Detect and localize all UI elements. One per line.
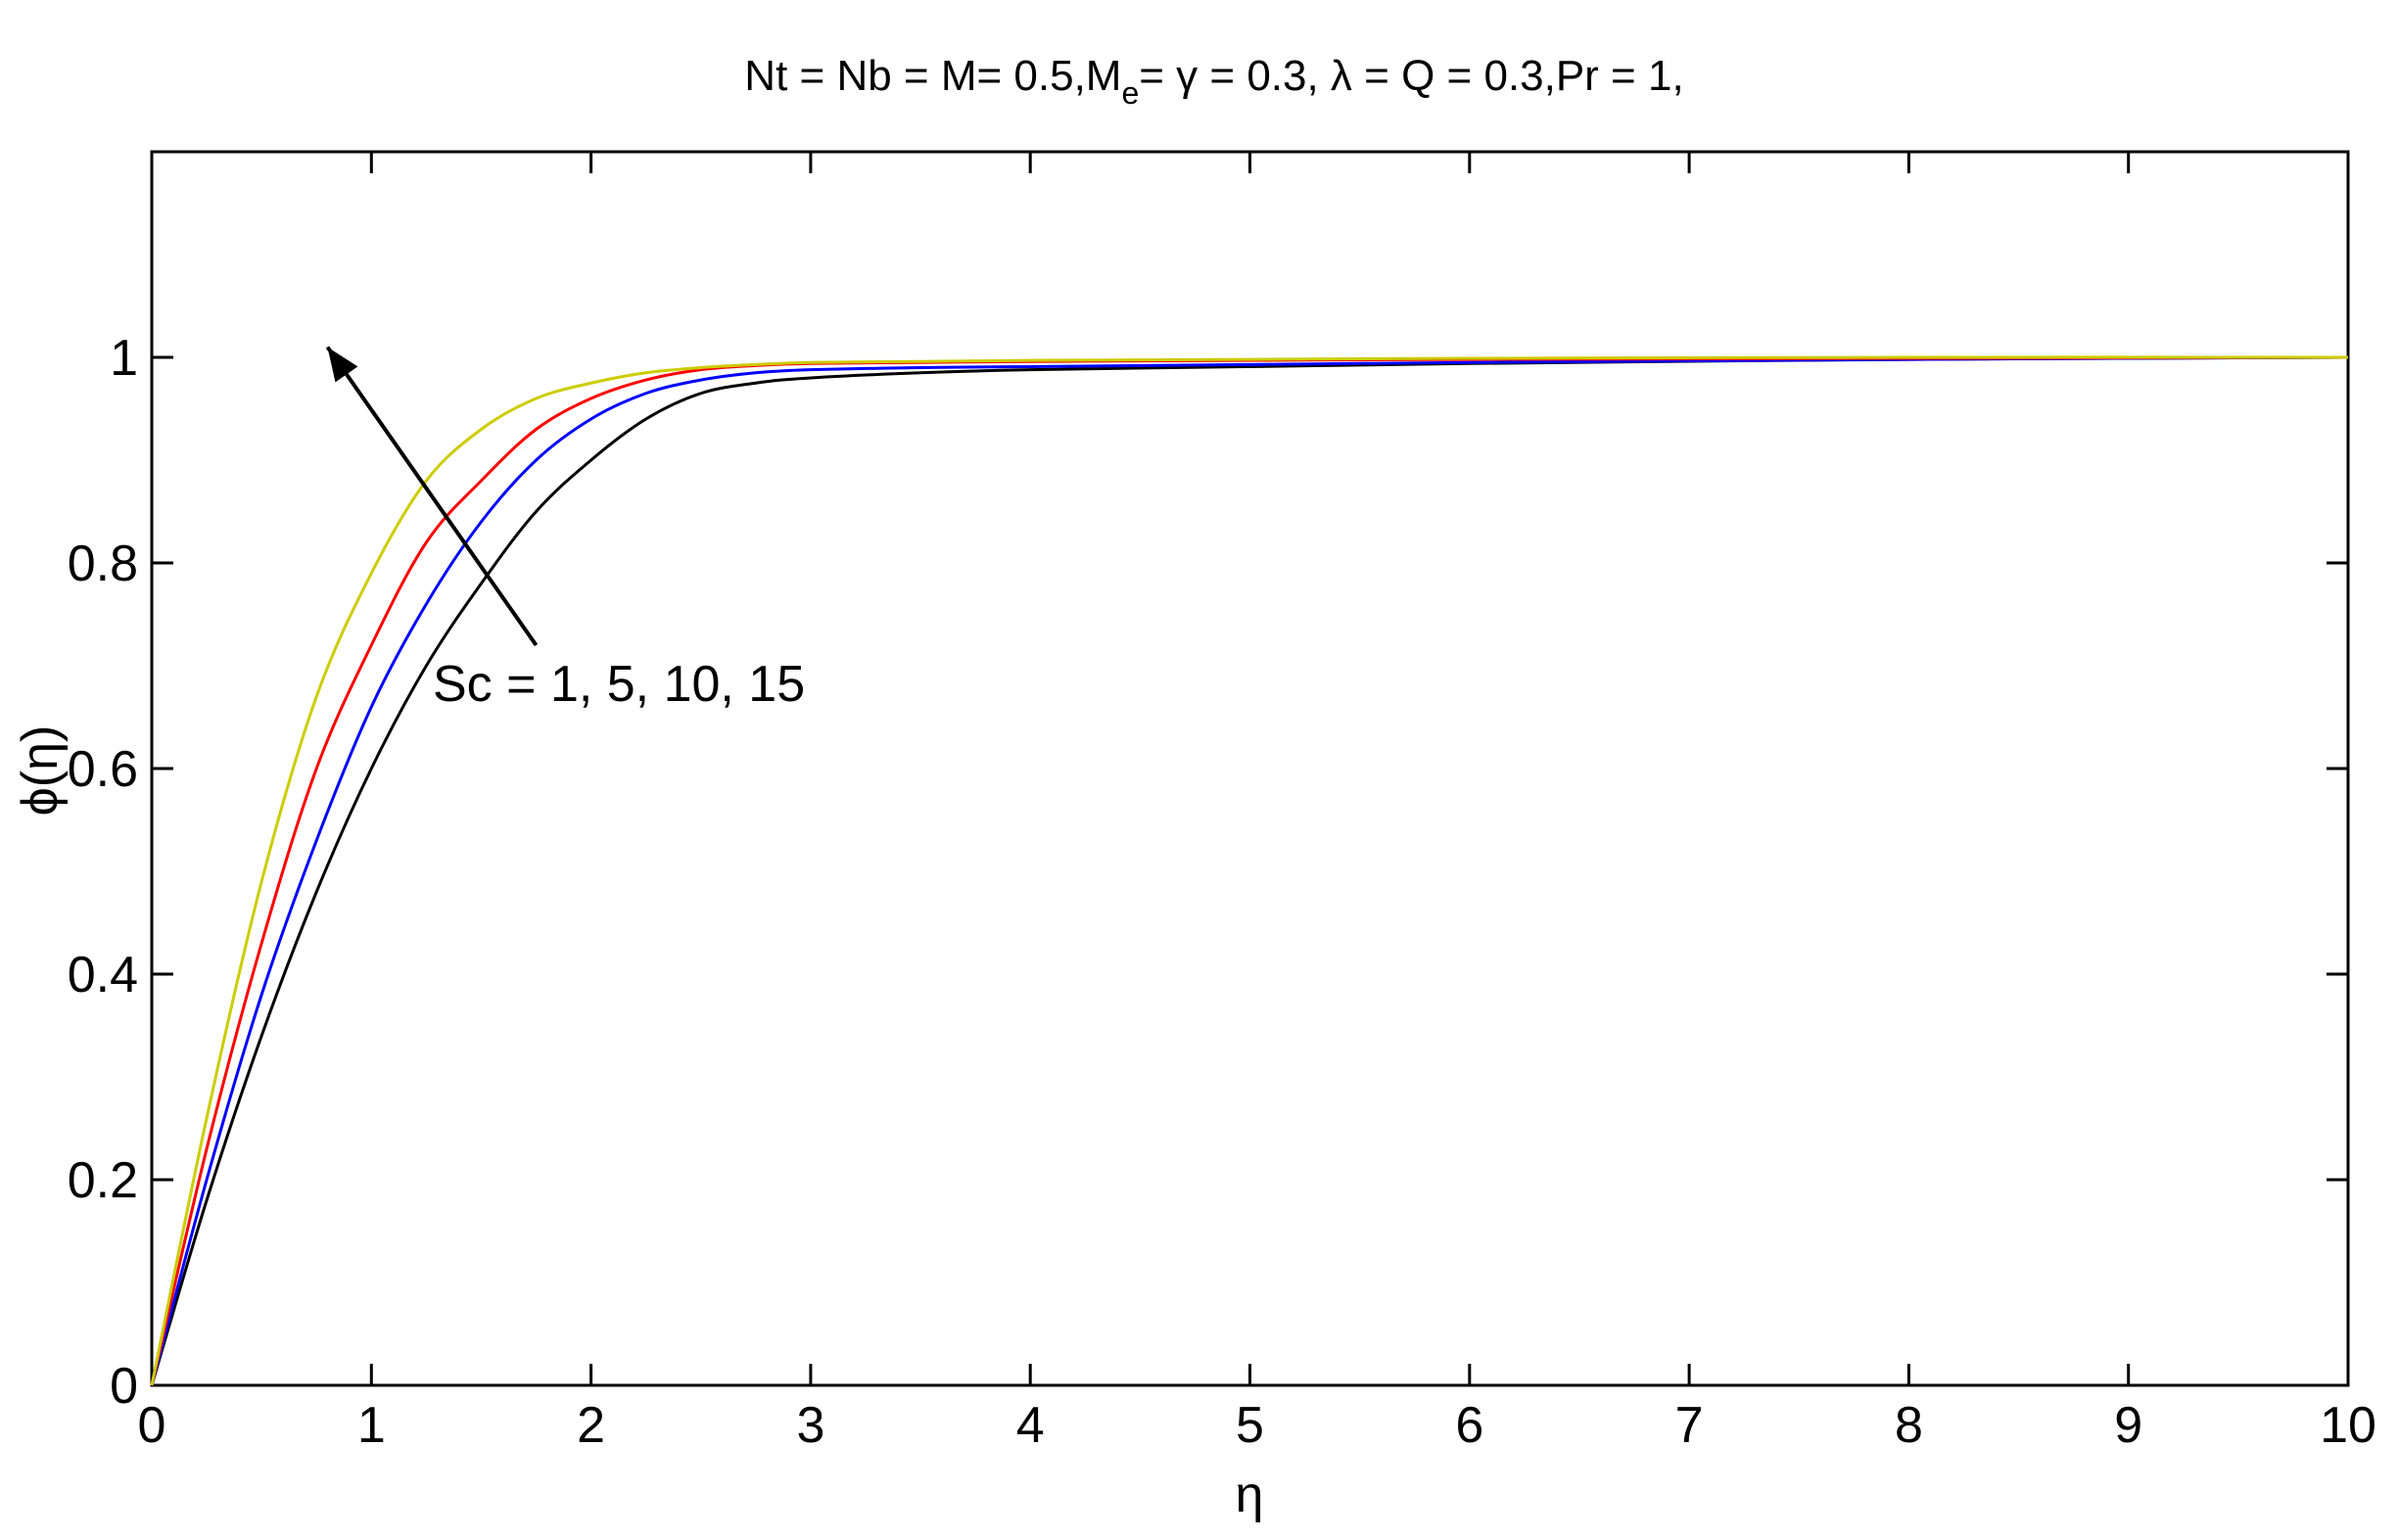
y-tick-label: 0.6 bbox=[68, 741, 138, 798]
x-tick-label: 2 bbox=[577, 1397, 605, 1454]
x-tick-label: 6 bbox=[1455, 1397, 1483, 1454]
y-tick-label: 0.4 bbox=[68, 947, 138, 1003]
series-line-3 bbox=[150, 355, 2349, 1386]
x-tick-label: 8 bbox=[1895, 1397, 1923, 1454]
x-tick-label: 7 bbox=[1675, 1397, 1704, 1454]
x-tick-label: 3 bbox=[796, 1397, 824, 1454]
series-layer bbox=[150, 355, 2349, 1386]
y-tick-label: 1 bbox=[110, 330, 138, 387]
y-tick-label: 0.8 bbox=[68, 536, 138, 592]
y-axis-title: ϕ(η) bbox=[12, 725, 69, 817]
axis-ticks: 0 1 2 3 4 5 6 7 8 9 10 0 0.2 0.4 0.6 0.8 1 bbox=[68, 152, 2376, 1454]
x-tick-label: 0 bbox=[138, 1397, 166, 1454]
y-tick-label: 0.2 bbox=[68, 1152, 138, 1209]
chart-title-part1: Nt = Nb = M= 0.5,M bbox=[744, 52, 1121, 100]
annotation-arrow-shaft bbox=[325, 346, 539, 647]
x-tick-label: 5 bbox=[1236, 1397, 1264, 1454]
annotation-arrow-head bbox=[327, 347, 358, 383]
x-tick-label: 1 bbox=[357, 1397, 386, 1454]
chart-title-subscript: e bbox=[1121, 75, 1139, 111]
x-tick-label: 10 bbox=[2320, 1397, 2376, 1454]
chart-title-part2: = γ = 0.3, λ = Q = 0.3,Pr = 1, bbox=[1139, 52, 1683, 100]
series-line-1 bbox=[150, 355, 2349, 1386]
x-axis-title: η bbox=[1236, 1467, 1264, 1523]
chart-title: Nt = Nb = M= 0.5,Me= γ = 0.3, λ = Q = 0.… bbox=[744, 52, 1683, 111]
series-line-4 bbox=[150, 355, 2349, 1386]
series-line-2 bbox=[150, 355, 2349, 1386]
x-tick-label: 9 bbox=[2114, 1397, 2142, 1454]
y-tick-label: 0 bbox=[110, 1358, 138, 1415]
x-tick-label: 4 bbox=[1016, 1397, 1045, 1454]
plot-area-frame bbox=[150, 150, 2350, 1387]
annotation-layer: Sc = 1, 5, 10, 15 bbox=[325, 346, 805, 713]
annotation-label: Sc = 1, 5, 10, 15 bbox=[433, 656, 805, 713]
